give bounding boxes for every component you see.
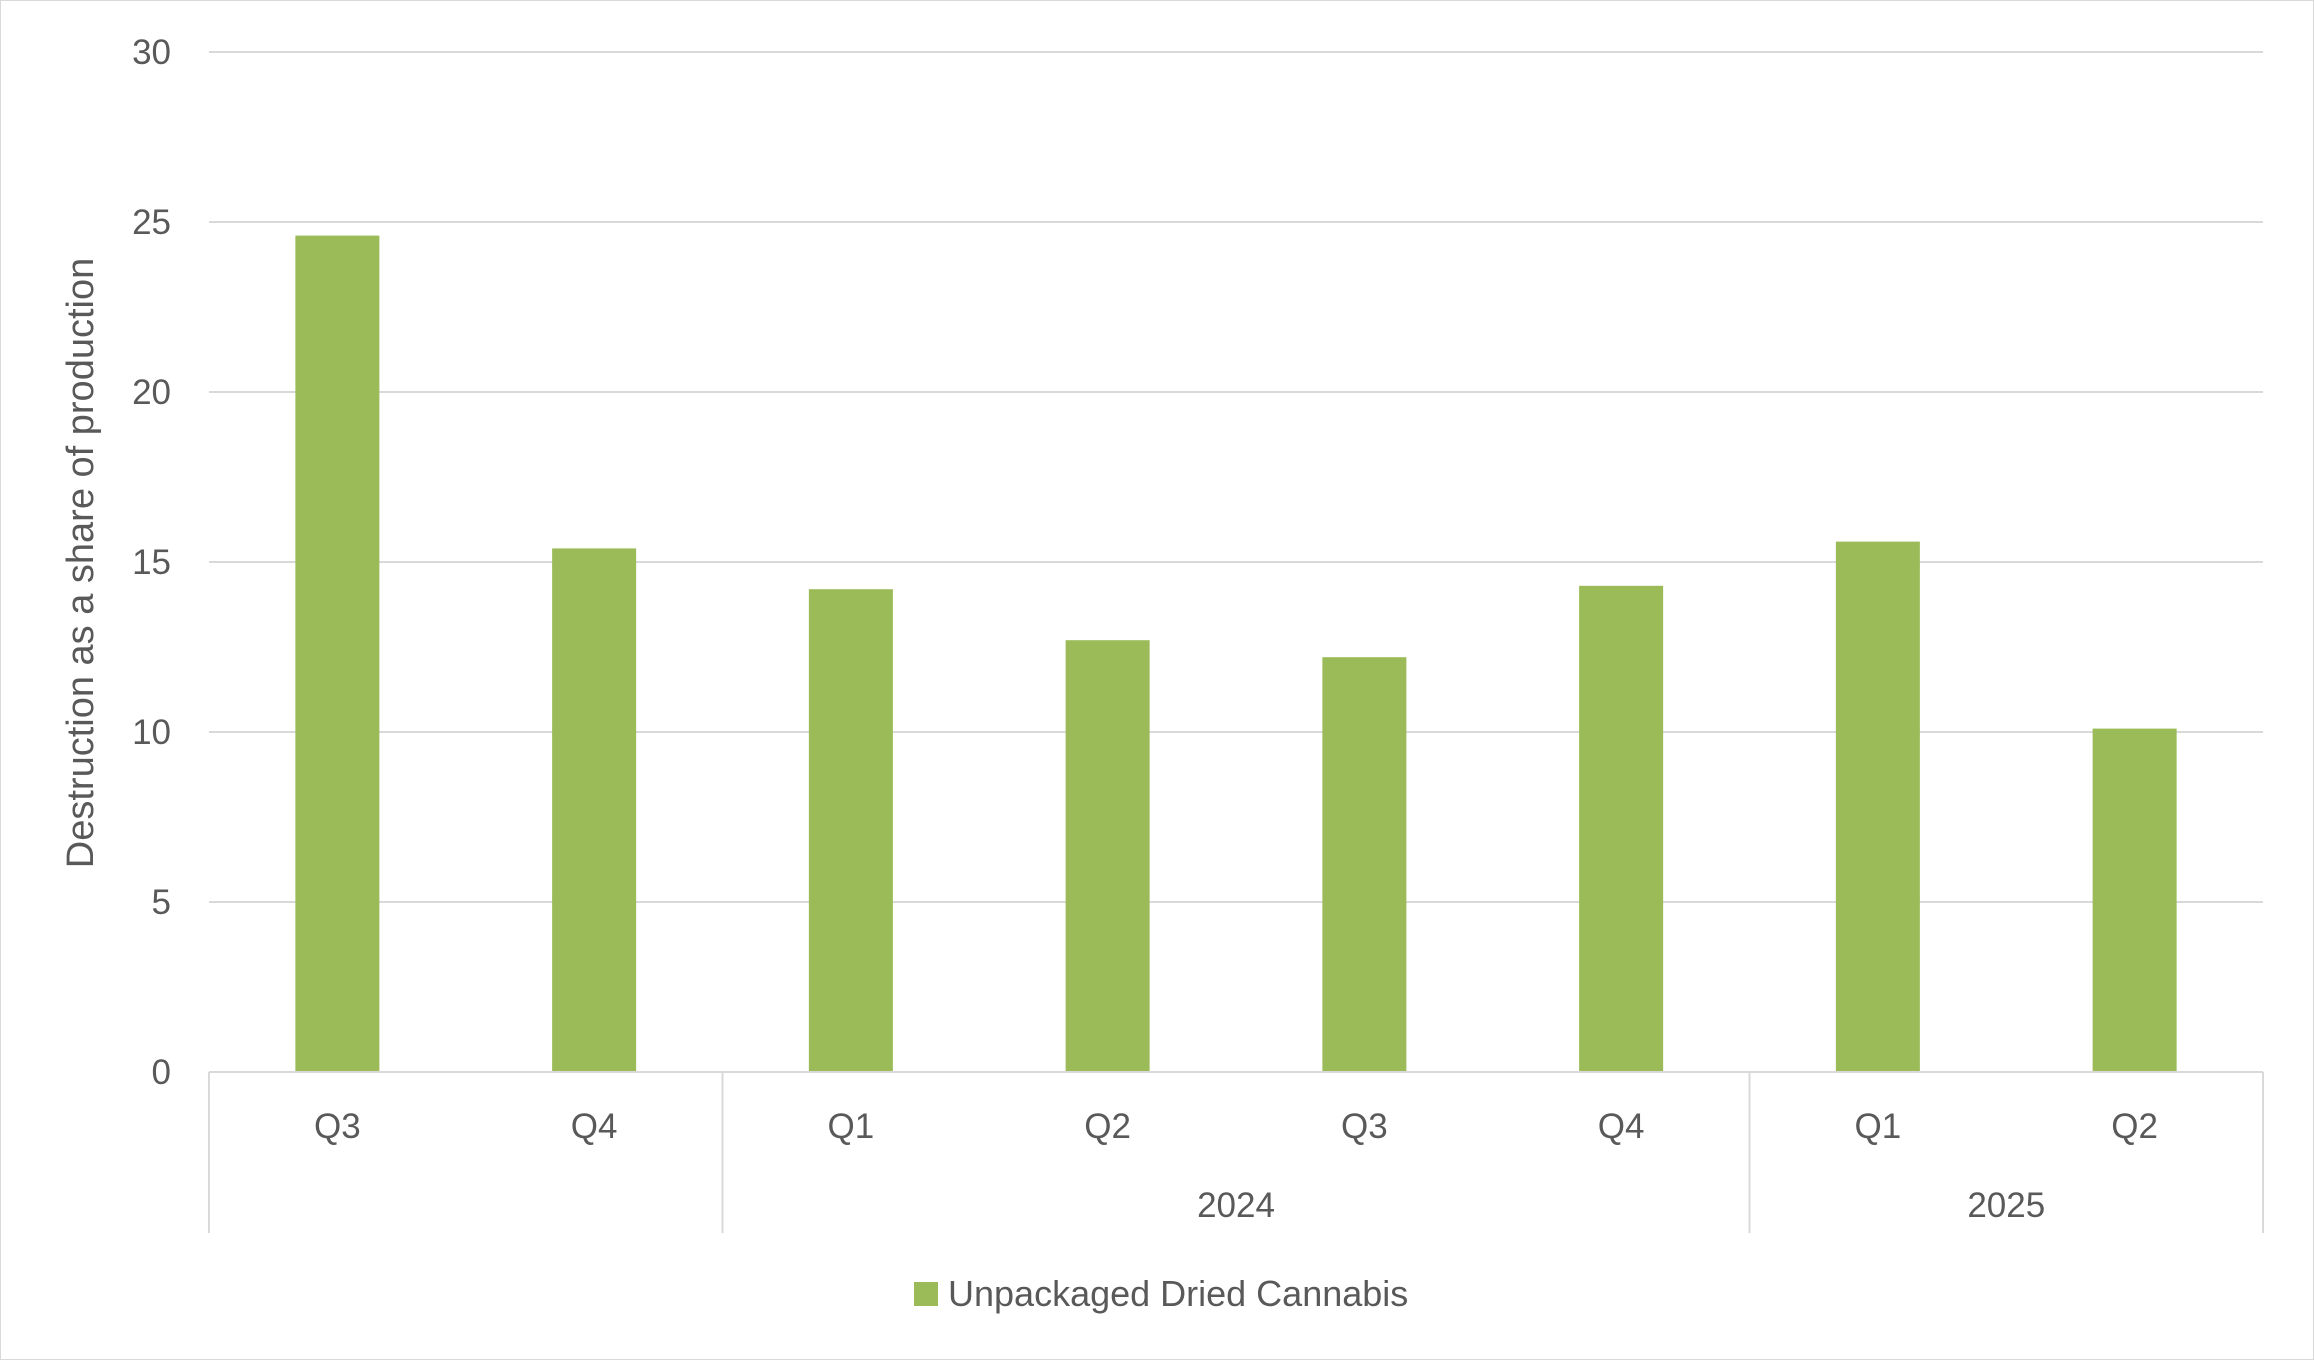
bar bbox=[808, 589, 893, 1072]
y-tick-label: 15 bbox=[132, 543, 171, 582]
bar bbox=[1579, 585, 1664, 1072]
bar bbox=[1835, 541, 1920, 1072]
y-tick-label: 25 bbox=[132, 203, 171, 242]
y-tick-label: 0 bbox=[152, 1053, 171, 1092]
bar bbox=[552, 548, 637, 1072]
x-axis-ticks: Q3 Q4 Q1 Q2 Q3 Q4 Q1 Q2 2024 2025 bbox=[314, 1107, 2158, 1225]
y-axis-ticks: 0 5 10 15 20 25 30 bbox=[132, 33, 171, 1092]
x-tick-label: Q4 bbox=[571, 1107, 618, 1146]
y-axis-title: Destruction as a share of production bbox=[60, 258, 102, 868]
gridlines bbox=[209, 51, 2263, 903]
x-tick-label: Q4 bbox=[1598, 1107, 1645, 1146]
bar bbox=[1065, 640, 1150, 1072]
x-group-label: 2025 bbox=[1967, 1186, 2045, 1225]
y-tick-label: 30 bbox=[132, 33, 171, 72]
y-tick-label: 5 bbox=[152, 883, 171, 922]
x-tick-label: Q2 bbox=[2111, 1107, 2158, 1146]
x-group-label: 2024 bbox=[1197, 1186, 1275, 1225]
x-tick-label: Q1 bbox=[1855, 1107, 1902, 1146]
legend: Unpackaged Dried Cannabis bbox=[914, 1273, 1408, 1314]
bars bbox=[295, 235, 2177, 1073]
y-tick-label: 10 bbox=[132, 713, 171, 752]
y-tick-label: 20 bbox=[132, 373, 171, 412]
x-axis bbox=[208, 1071, 2264, 1233]
x-tick-label: Q1 bbox=[828, 1107, 875, 1146]
bar bbox=[2092, 728, 2177, 1072]
x-tick-label: Q3 bbox=[314, 1107, 361, 1146]
legend-label: Unpackaged Dried Cannabis bbox=[948, 1273, 1408, 1314]
legend-swatch bbox=[914, 1282, 938, 1306]
x-tick-label: Q3 bbox=[1341, 1107, 1388, 1146]
bar bbox=[295, 235, 380, 1073]
bar bbox=[1322, 657, 1407, 1072]
x-tick-label: Q2 bbox=[1084, 1107, 1131, 1146]
